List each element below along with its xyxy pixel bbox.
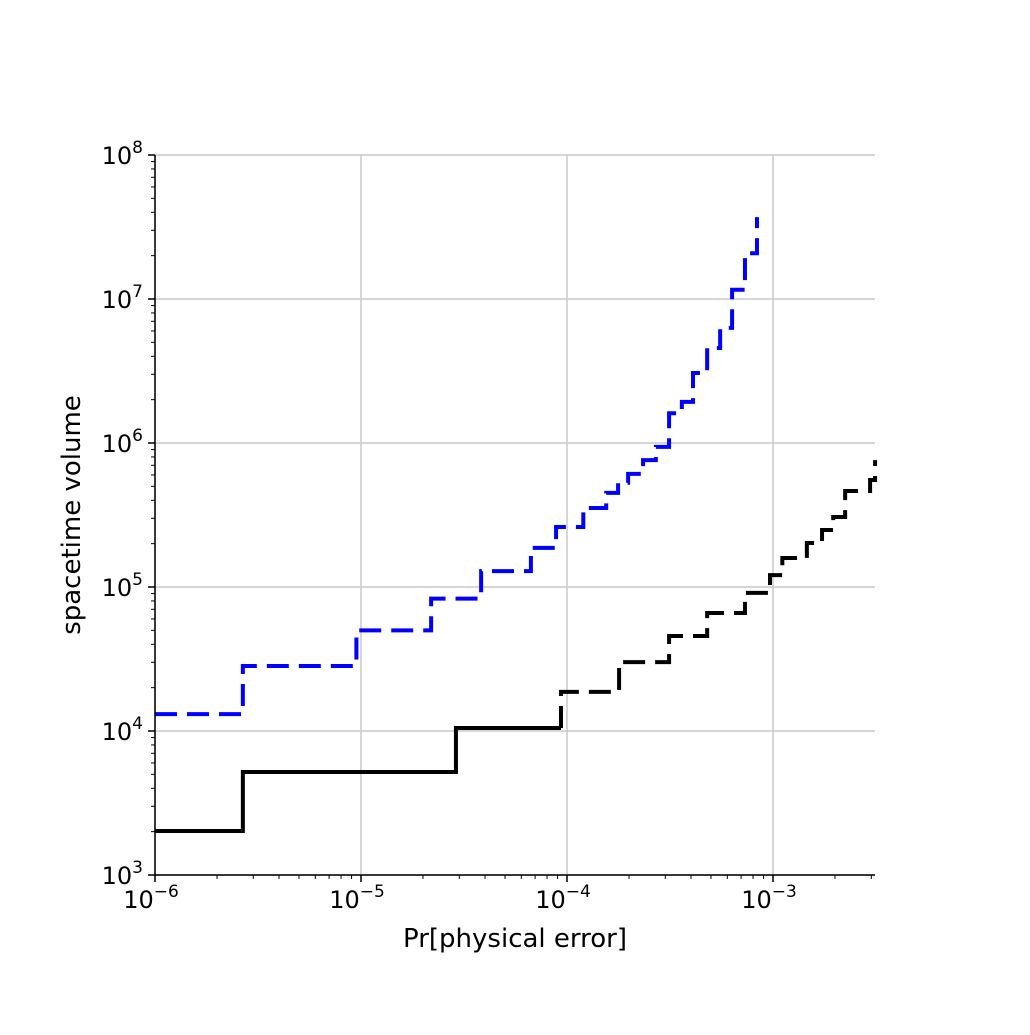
y-tick-base: 10 — [102, 862, 133, 890]
x-tick-exponent: −3 — [772, 882, 797, 902]
y-tick-base: 10 — [102, 286, 133, 314]
series-line-1 — [155, 725, 561, 834]
y-tick-base: 10 — [102, 574, 133, 602]
y-axis-label: spacetime volume — [57, 395, 87, 635]
y-tick-base: 10 — [102, 142, 133, 170]
y-tick-exponent: 3 — [132, 858, 143, 878]
y-tick-label: 108 — [102, 138, 143, 170]
y-tick-label: 104 — [102, 714, 143, 746]
y-tick-base: 10 — [102, 430, 133, 458]
y-tick-exponent: 6 — [132, 426, 143, 446]
y-tick-label: 107 — [102, 282, 143, 314]
y-tick-exponent: 8 — [132, 138, 143, 158]
y-tick-exponent: 7 — [132, 282, 143, 302]
x-tick-base: 10 — [123, 886, 154, 914]
x-axis-label: Pr[physical error] — [403, 924, 627, 954]
series-line-0 — [155, 217, 759, 717]
y-tick-exponent: 4 — [132, 714, 143, 734]
y-tick-label: 103 — [102, 858, 143, 890]
series-group — [155, 217, 878, 834]
x-tick-label: 10−4 — [535, 882, 591, 914]
x-tick-label: 10−3 — [741, 882, 797, 914]
x-tick-base: 10 — [741, 886, 772, 914]
x-tick-exponent: −5 — [360, 882, 385, 902]
y-tick-base: 10 — [102, 718, 133, 746]
y-tick-label: 105 — [102, 570, 143, 602]
series-line-2 — [558, 460, 878, 728]
x-tick-exponent: −6 — [154, 882, 179, 902]
x-tick-label: 10−5 — [329, 882, 385, 914]
y-tick-label: 106 — [102, 426, 143, 458]
x-tick-exponent: −4 — [566, 882, 591, 902]
x-tick-base: 10 — [535, 886, 566, 914]
x-tick-label: 10−6 — [123, 882, 179, 914]
x-tick-base: 10 — [329, 886, 360, 914]
grid — [154, 154, 875, 876]
y-tick-exponent: 5 — [132, 570, 143, 590]
